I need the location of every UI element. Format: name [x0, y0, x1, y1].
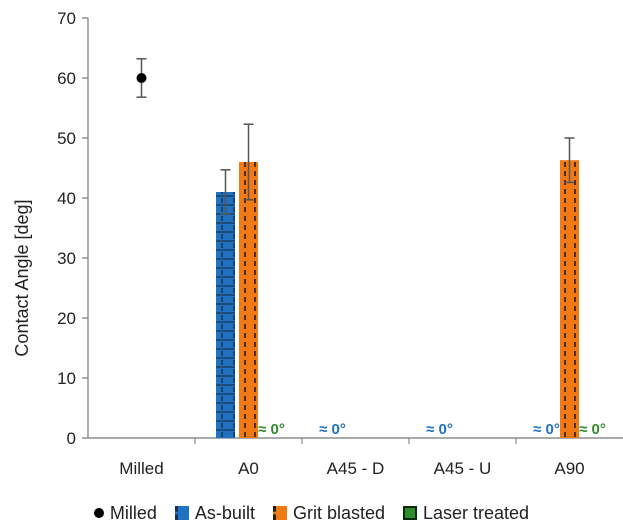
x-tick-label: A90	[554, 459, 584, 478]
legend-item-milled: Milled	[93, 502, 157, 524]
legend-marker-milled	[93, 508, 104, 518]
legend-label-grit-blasted: Grit blasted	[292, 502, 385, 523]
legend-swatch-laser-treated	[403, 506, 417, 520]
zero-annotation: ≈ 0°	[258, 421, 285, 438]
zero-annotation: ≈ 0°	[579, 421, 606, 438]
y-tick-label: 20	[57, 309, 76, 328]
x-tick-label: A45 - D	[327, 459, 385, 478]
plot-area: 0 10 20 30 40 50 60 70 Milled A0 A45 - D A45 - U A90…	[57, 9, 623, 478]
y-tick-label: 50	[57, 129, 76, 148]
x-tick-label: Milled	[119, 459, 163, 478]
data-point-milled	[136, 73, 147, 83]
zero-annotation: ≈ 0°	[319, 421, 346, 438]
y-tick-label: 40	[57, 189, 76, 208]
y-tick-label: 10	[57, 369, 76, 388]
bar-grit-blasted	[560, 160, 579, 438]
legend-swatch-grit-blasted	[272, 506, 287, 520]
y-axis-label: Contact Angle [deg]	[12, 199, 32, 356]
legend-label-as-built: As-built	[194, 502, 255, 523]
legend-label-laser-treated: Laser treated	[423, 502, 530, 523]
y-tick-label: 30	[57, 249, 76, 268]
x-tick-label: A0	[238, 459, 259, 478]
y-tick-label: 60	[57, 69, 76, 88]
zero-annotation: ≈ 0°	[426, 421, 453, 438]
x-tick-label: A45 - U	[434, 459, 492, 478]
legend: Milled As-built Grit blasted Laser treat…	[0, 498, 623, 528]
bar-as-built	[216, 192, 235, 438]
legend-label-milled: Milled	[109, 502, 157, 523]
contact-angle-chart: 0 10 20 30 40 50 60 70 Milled A0 A45 - D A45 - U A90…	[12, 9, 623, 478]
y-tick-label: 0	[67, 429, 76, 448]
legend-item-as-built: As-built	[174, 502, 255, 524]
legend-item-laser-treated: Laser treated	[403, 503, 529, 524]
legend-item-grit-blasted: Grit blasted	[272, 502, 385, 524]
zero-annotation: ≈ 0°	[533, 421, 560, 438]
legend-swatch-as-built	[174, 506, 189, 520]
bar-grit-blasted	[239, 162, 258, 438]
y-tick-label: 70	[57, 9, 76, 28]
